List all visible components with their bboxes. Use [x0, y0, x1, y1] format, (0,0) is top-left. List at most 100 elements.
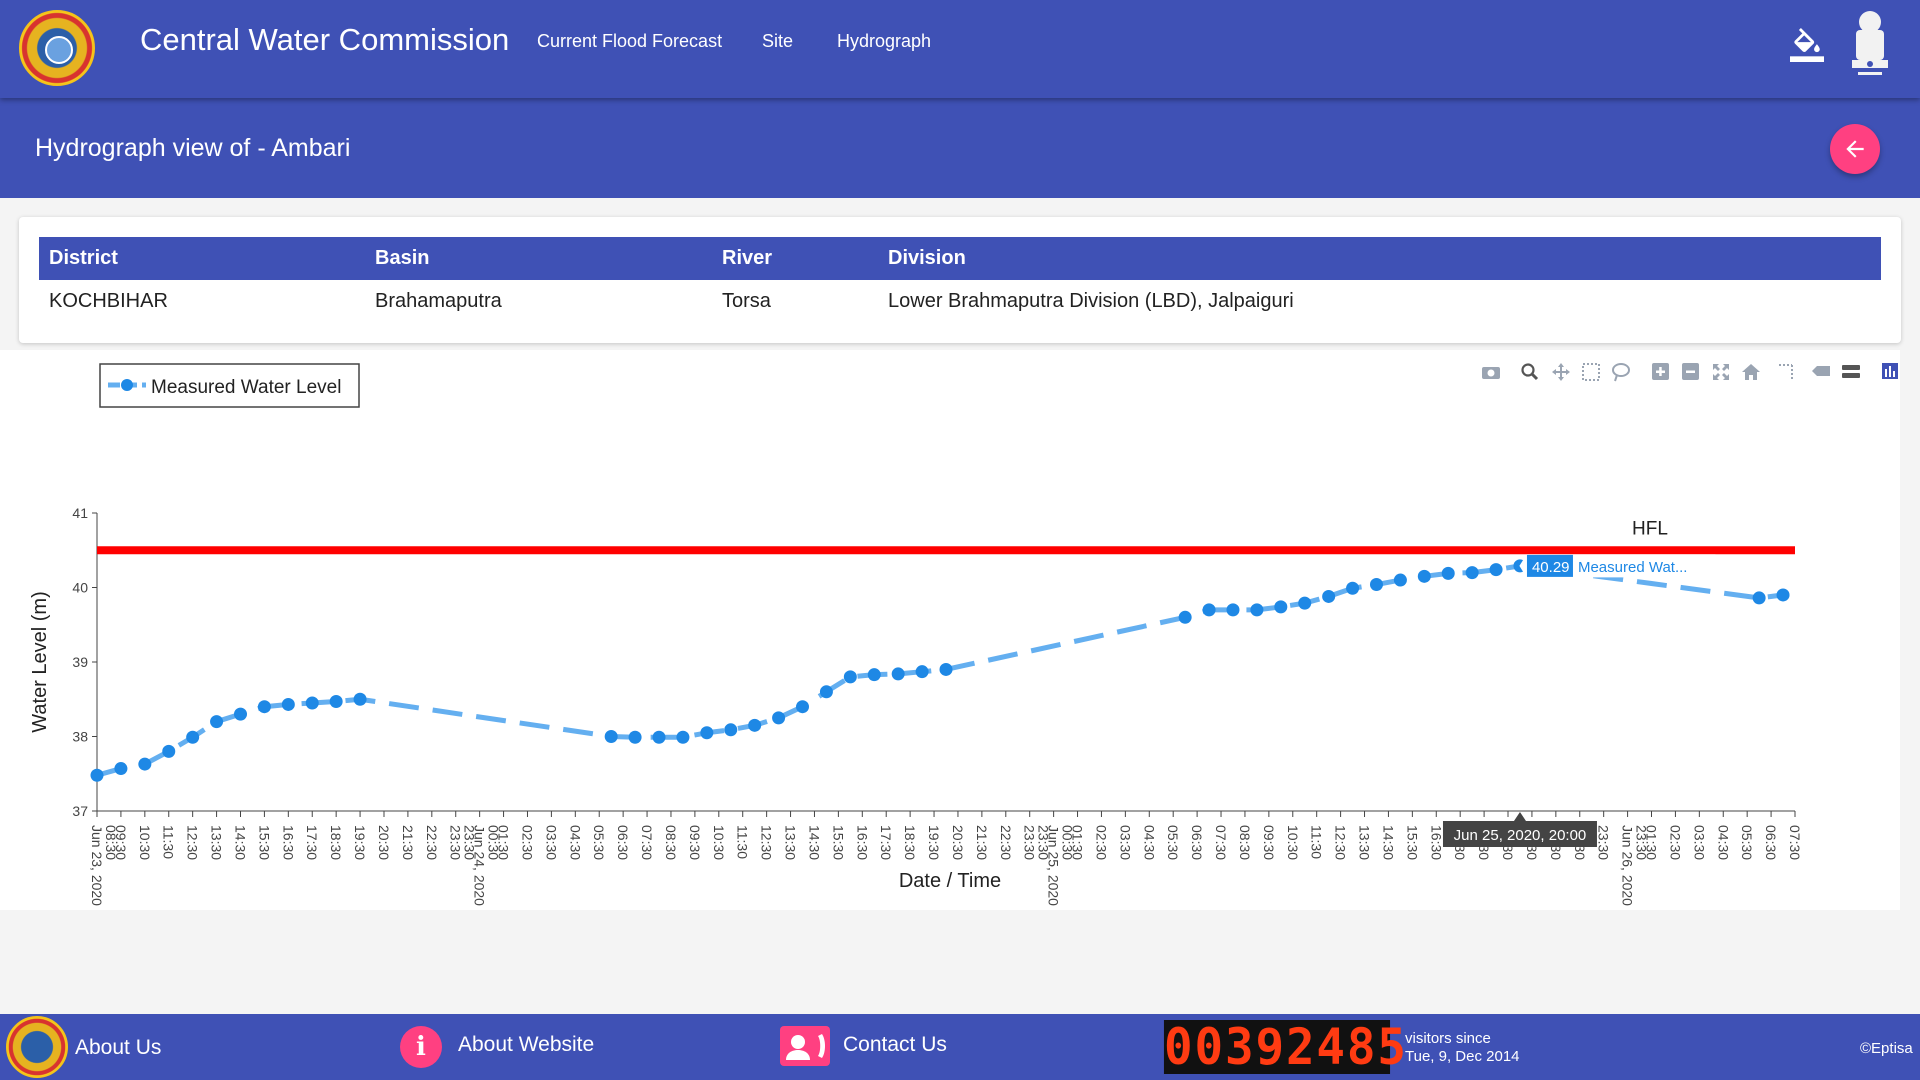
zoom-in-icon[interactable] — [1652, 363, 1669, 380]
data-point[interactable] — [1250, 603, 1264, 617]
contact-icon[interactable] — [780, 1026, 830, 1066]
y-tick-label: 39 — [72, 654, 88, 670]
data-point[interactable] — [233, 707, 247, 721]
data-point[interactable] — [796, 700, 810, 714]
data-point[interactable] — [1465, 566, 1479, 580]
data-point[interactable] — [772, 711, 786, 725]
x-tick-label: 01:30 — [496, 825, 512, 860]
page-title: Hydrograph view of - Ambari — [35, 134, 351, 162]
legend-marker-swatch — [121, 379, 133, 391]
data-point[interactable] — [700, 726, 714, 740]
lasso-select-icon[interactable] — [1612, 363, 1630, 382]
hydrograph-chart[interactable]: Measured Water Level 37 38 39 40 41 Jun 23, 2… — [0, 350, 1900, 910]
data-point[interactable] — [819, 685, 833, 699]
data-point[interactable] — [353, 692, 367, 706]
data-point[interactable] — [604, 730, 618, 743]
x-tick-label: 06:30 — [1189, 825, 1205, 860]
nav-hydrograph[interactable]: Hydrograph — [837, 31, 932, 51]
about-us-link[interactable]: About Us — [75, 1036, 162, 1059]
data-point[interactable] — [748, 718, 762, 732]
data-point[interactable] — [305, 696, 319, 710]
x-tick-label: 18:30 — [328, 825, 344, 860]
data-point[interactable] — [1776, 588, 1790, 602]
x-tick-label: 07:30 — [639, 825, 655, 860]
pan-icon[interactable] — [1552, 363, 1570, 381]
data-point[interactable] — [162, 744, 176, 758]
data-point[interactable] — [1178, 610, 1192, 624]
data-point[interactable] — [843, 670, 857, 684]
data-point[interactable] — [138, 757, 152, 771]
top-app-bar: Central Water Commission Current Flood F… — [0, 0, 1920, 98]
data-point[interactable] — [1274, 600, 1288, 614]
data-point[interactable] — [1441, 566, 1455, 580]
x-tick-label: 12:30 — [1333, 825, 1349, 860]
data-point[interactable] — [210, 715, 224, 729]
cwc-logo-icon[interactable] — [19, 10, 95, 86]
x-tick-label: 11:30 — [1309, 825, 1325, 859]
data-point[interactable] — [329, 694, 343, 708]
data-point[interactable] — [1369, 578, 1383, 592]
data-point[interactable] — [676, 730, 690, 744]
reset-axes-icon[interactable] — [1742, 364, 1760, 380]
x-tick-sublabel: 08:30 — [103, 825, 119, 860]
contact-us-link[interactable]: Contact Us — [843, 1033, 947, 1056]
zoom-out-icon[interactable] — [1682, 363, 1699, 380]
data-point[interactable] — [724, 723, 738, 737]
spike-lines-icon[interactable] — [1779, 364, 1793, 379]
x-tick-label: 21:30 — [974, 825, 990, 860]
nav-site[interactable]: Site — [762, 31, 794, 51]
info-icon[interactable]: i — [400, 1026, 442, 1068]
data-point[interactable] — [891, 667, 905, 681]
cell-basin: Brahamaputra — [375, 290, 502, 312]
box-select-icon[interactable] — [1582, 363, 1600, 381]
data-point[interactable] — [1298, 596, 1312, 610]
hover-closest-icon[interactable] — [1812, 366, 1830, 376]
visitors-since-label: visitors since — [1405, 1030, 1491, 1047]
y-tick-label: 41 — [72, 505, 88, 521]
data-point[interactable] — [281, 697, 295, 711]
data-point[interactable] — [1393, 573, 1407, 587]
data-point[interactable] — [257, 700, 271, 714]
back-button[interactable] — [1830, 124, 1880, 174]
data-point[interactable] — [90, 768, 104, 782]
y-tick-label: 37 — [72, 803, 88, 819]
x-tick-label: 02:30 — [519, 825, 535, 860]
x-tick-label: 20:30 — [376, 825, 392, 860]
hover-compare-icon[interactable] — [1842, 365, 1860, 378]
data-point[interactable] — [1202, 603, 1216, 617]
x-tick-label: 01:30 — [1070, 825, 1086, 860]
data-point[interactable] — [1417, 569, 1431, 583]
data-point[interactable] — [1489, 563, 1503, 577]
data-point[interactable] — [915, 665, 929, 679]
paint-bucket-icon[interactable] — [1790, 28, 1824, 62]
data-point[interactable] — [186, 730, 200, 744]
closest-tag — [1812, 366, 1830, 376]
data-point[interactable] — [1322, 589, 1336, 603]
data-point[interactable] — [114, 762, 128, 776]
data-point[interactable] — [867, 668, 881, 682]
zoom-icon[interactable] — [1521, 363, 1539, 381]
x-tick-label: 23:30 — [1596, 825, 1612, 860]
camera-icon[interactable] — [1482, 367, 1500, 379]
data-point[interactable] — [1346, 581, 1360, 595]
data-point[interactable] — [939, 662, 953, 676]
data-point[interactable] — [1752, 591, 1766, 605]
plotly-logo-bar — [1885, 369, 1887, 377]
data-point[interactable] — [1226, 603, 1240, 617]
x-tick-label: Jun 23, 2020 — [89, 825, 105, 906]
x-tick-label: 07:30 — [1787, 825, 1803, 860]
data-point[interactable] — [652, 730, 666, 744]
x-tick-label: 23:30 — [448, 825, 464, 860]
cwc-logo-icon[interactable] — [6, 1016, 68, 1078]
x-tick-label: 05:30 — [1739, 825, 1755, 860]
x-tick-label: 14:30 — [1380, 825, 1396, 860]
hover-series-name: Measured Wat... — [1578, 559, 1687, 576]
legend-entry[interactable]: Measured Water Level — [151, 377, 341, 398]
x-tick-label: 16:30 — [280, 825, 296, 860]
data-point[interactable] — [628, 730, 642, 744]
plotly-logo-icon[interactable] — [1882, 363, 1898, 379]
autoscale-icon[interactable] — [1713, 364, 1729, 380]
nav-current-flood-forecast[interactable]: Current Flood Forecast — [537, 31, 723, 51]
home-shape — [1742, 364, 1760, 380]
about-website-link[interactable]: About Website — [458, 1033, 595, 1056]
